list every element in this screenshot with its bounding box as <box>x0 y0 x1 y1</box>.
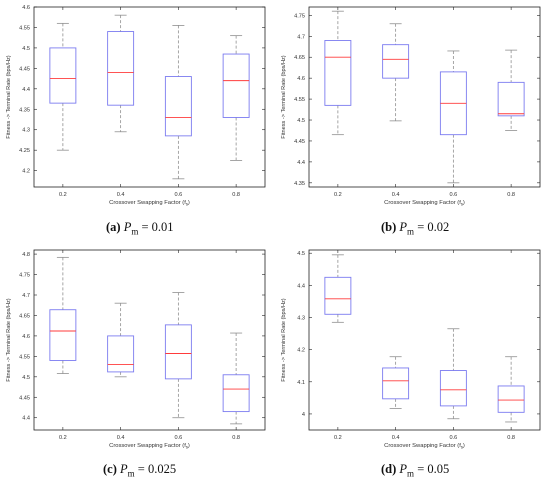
y-tick-label: 4.1 <box>297 380 305 386</box>
y-tick-label: 4.35 <box>294 181 305 187</box>
caption-c-sub: m <box>127 468 135 479</box>
x-tick-label: 0.2 <box>59 435 67 441</box>
x-tick-label: 0.6 <box>449 435 457 441</box>
caption-b-value: = 0.02 <box>417 220 450 234</box>
box-iqr <box>324 40 352 106</box>
caption-d-letter: (d) <box>381 462 397 476</box>
y-tick-label: 4.75 <box>19 273 30 279</box>
box-iqr <box>497 385 525 413</box>
caption-a: (a) Pm = 0.01 <box>106 220 174 237</box>
x-tick-label: 0.6 <box>449 192 457 198</box>
box-iqr <box>324 276 352 315</box>
y-axis-label: Fitness -> Terminal Rate (bps/Hz) <box>6 298 12 381</box>
x-axis-label: Crossover Swapping Factor (fs) <box>109 200 190 207</box>
box-iqr <box>222 374 250 413</box>
box-iqr <box>382 44 410 79</box>
plot-frame <box>33 249 266 431</box>
y-tick-label: 4.5 <box>297 251 305 257</box>
y-tick-label: 4.5 <box>22 375 30 381</box>
x-tick-label: 0.4 <box>392 435 400 441</box>
caption-d-value: = 0.05 <box>417 462 450 476</box>
x-tick-label: 0.6 <box>174 435 182 441</box>
x-tick-label: 0.8 <box>507 435 515 441</box>
x-tick-label: 0.8 <box>507 192 515 198</box>
y-tick-label: 4.55 <box>294 97 305 103</box>
x-tick-label: 0.4 <box>117 435 125 441</box>
box-iqr <box>164 324 192 380</box>
panel-c-chart: 4.4 4.45 4.5 4.55 4.6 4.65 4.7 4.75 4.8 0.2 0.4 0.6… <box>6 249 266 450</box>
y-tick-label: 4.4 <box>22 87 30 93</box>
y-tick-label: 4.4 <box>297 160 305 166</box>
x-tick-label: 0.8 <box>232 435 240 441</box>
x-tick-label: 0.4 <box>392 192 400 198</box>
y-axis-label: Fitness -> Terminal Rate (bps/Hz) <box>281 55 287 138</box>
caption-a-sub: m <box>131 226 139 237</box>
plot-frame <box>308 6 541 188</box>
y-tick-label: 4.5 <box>297 118 305 124</box>
y-tick-label: 4.3 <box>22 128 30 134</box>
y-tick-label: 4.6 <box>297 76 305 82</box>
x-axis-label: Crossover Swapping Factor (fs) <box>109 443 190 450</box>
box-iqr <box>107 31 135 106</box>
y-tick-label: 4.2 <box>22 169 30 175</box>
y-tick-label: 4.55 <box>19 25 30 31</box>
y-tick-label: 4.7 <box>22 293 30 299</box>
panel-d-chart: 4 4.1 4.2 4.3 4.4 4.5 0.2 0.4 0.6 0.8 Crossover Sw… <box>281 249 541 450</box>
box-iqr <box>222 53 250 118</box>
x-tick-label: 0.6 <box>174 192 182 198</box>
caption-c: (c) Pm = 0.025 <box>103 462 176 479</box>
y-tick-label: 4.35 <box>19 107 30 113</box>
panel-a-chart: 4.2 4.25 4.3 4.35 4.4 4.45 4.5 4.55 4.6 0.2 0.4 0.6… <box>6 5 266 207</box>
caption-d: (d) Pm = 0.05 <box>381 462 449 479</box>
caption-a-letter: (a) <box>106 220 121 234</box>
y-tick-label: 4.6 <box>22 5 30 11</box>
plot-frame <box>33 6 266 188</box>
x-tick-label: 0.2 <box>59 192 67 198</box>
y-tick-label: 4.2 <box>297 348 305 354</box>
y-tick-label: 4.8 <box>22 252 30 258</box>
x-axis-label: Crossover Swapping Factor (fs) <box>384 443 465 450</box>
caption-b-letter: (b) <box>381 220 397 234</box>
caption-c-letter: (c) <box>103 462 117 476</box>
y-tick-label: 4.3 <box>297 316 305 322</box>
caption-d-sub: m <box>407 468 415 479</box>
box-iqr <box>382 367 410 400</box>
y-tick-label: 4.45 <box>19 395 30 401</box>
panel-b-chart: 4.35 4.4 4.45 4.5 4.55 4.6 4.65 4.7 4.75 0.2 0.4 0.… <box>281 6 541 207</box>
caption-a-value: = 0.01 <box>141 220 174 234</box>
y-tick-label: 4.65 <box>294 55 305 61</box>
caption-b-param: P <box>399 220 408 234</box>
x-tick-label: 0.8 <box>232 192 240 198</box>
caption-d-param: P <box>399 462 408 476</box>
y-tick-label: 4.6 <box>22 334 30 340</box>
caption-b-sub: m <box>407 226 415 237</box>
y-tick-label: 4.7 <box>297 34 305 40</box>
y-tick-label: 4.25 <box>19 148 30 154</box>
y-axis-label: Fitness -> Terminal Rate (bps/Hz) <box>6 55 12 138</box>
x-tick-label: 0.4 <box>117 192 125 198</box>
y-tick-label: 4 <box>302 412 305 418</box>
x-tick-label: 0.2 <box>334 192 342 198</box>
y-tick-label: 4.75 <box>294 13 305 19</box>
y-tick-label: 4.5 <box>22 46 30 52</box>
caption-b: (b) Pm = 0.02 <box>381 220 449 237</box>
x-axis-label: Crossover Swapping Factor (fs) <box>384 200 465 207</box>
y-axis-label: Fitness -> Terminal Rate (bps/Hz) <box>281 298 287 381</box>
box-iqr <box>107 335 135 373</box>
x-tick-label: 0.2 <box>334 435 342 441</box>
y-tick-label: 4.45 <box>19 66 30 72</box>
y-tick-label: 4.45 <box>294 139 305 145</box>
box-iqr <box>49 47 77 104</box>
box-iqr <box>49 309 77 361</box>
box-iqr <box>439 370 467 407</box>
box-iqr <box>497 81 525 117</box>
y-tick-label: 4.4 <box>297 283 305 289</box>
y-tick-label: 4.4 <box>22 416 30 422</box>
box-iqr <box>164 76 192 137</box>
caption-c-value: = 0.025 <box>137 462 177 476</box>
caption-c-param: P <box>120 462 128 476</box>
y-tick-label: 4.55 <box>19 354 30 360</box>
caption-a-param: P <box>123 220 132 234</box>
y-tick-label: 4.65 <box>19 313 30 319</box>
